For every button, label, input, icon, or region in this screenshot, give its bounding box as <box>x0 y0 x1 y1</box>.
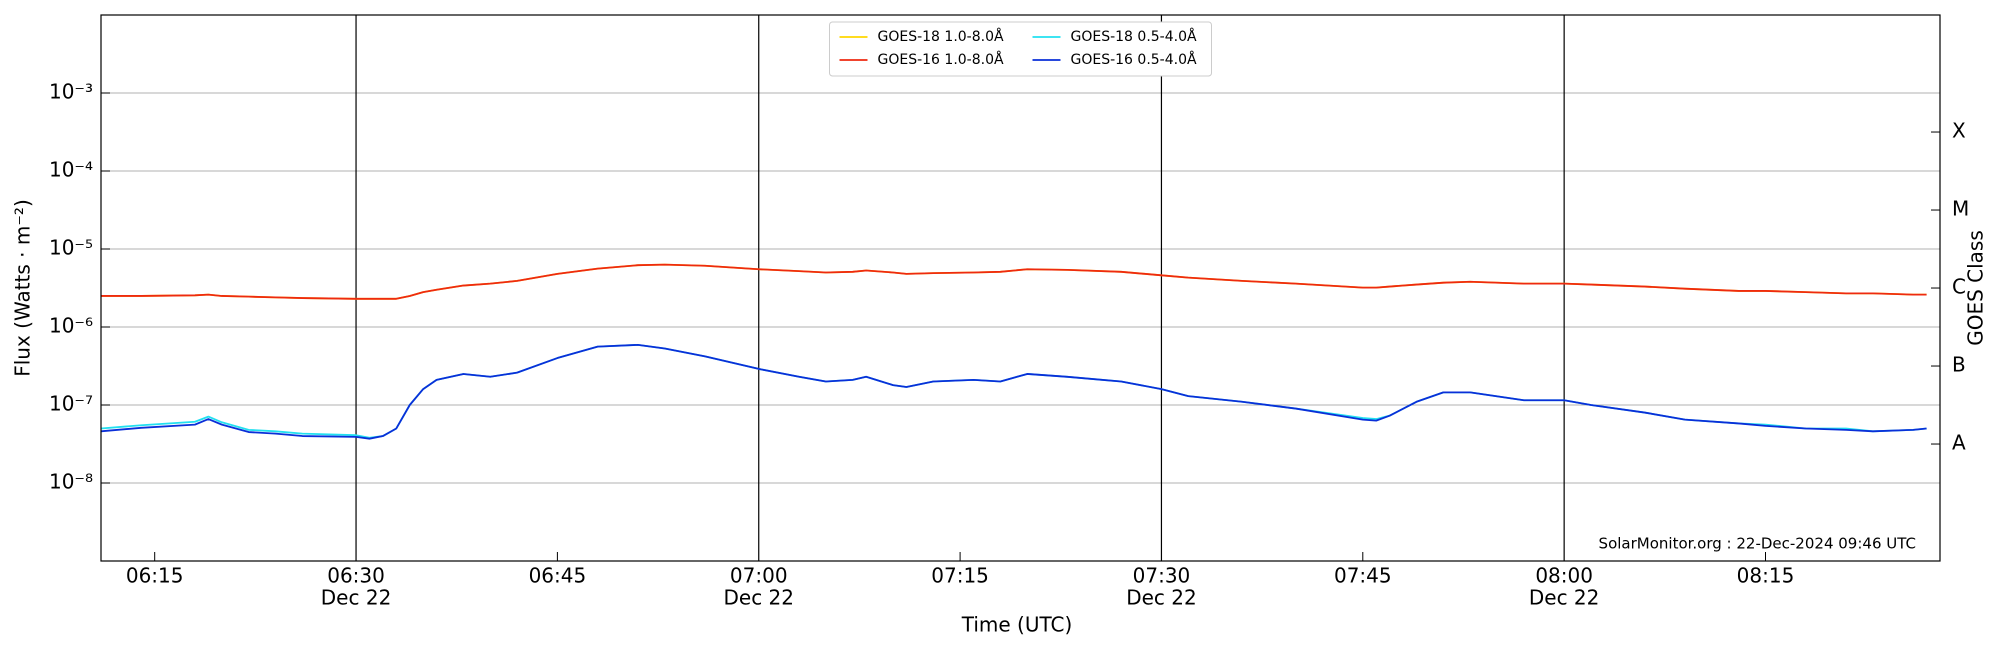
x-tick-label: 08:15 <box>1737 564 1795 588</box>
series-line <box>100 343 1927 439</box>
x-tick-label: 06:30 <box>327 564 385 588</box>
y2-tick-label: C <box>1952 275 1966 299</box>
x-tick-label: 06:15 <box>126 564 184 588</box>
x-tick-label: 08:00 <box>1535 564 1593 588</box>
x-tick-label: Dec 22 <box>1126 586 1197 610</box>
x-tick-label: 07:00 <box>730 564 788 588</box>
x-tick-label: Dec 22 <box>321 586 392 610</box>
x-tick-label: 07:30 <box>1133 564 1191 588</box>
y-tick-label: 10⁻³ <box>49 80 93 104</box>
y-tick-label: 10⁻⁶ <box>49 314 93 338</box>
y2-tick-label: X <box>1952 119 1966 143</box>
legend: GOES-18 1.0-8.0Å GOES-16 1.0-8.0Å GOES-18 … <box>829 21 1212 77</box>
y-tick-label: 10⁻⁷ <box>49 392 93 416</box>
x-tick-label: Dec 22 <box>1529 586 1600 610</box>
legend-label: GOES-18 0.5-4.0Å <box>1071 28 1197 45</box>
legend-box <box>829 21 1212 77</box>
legend-label: GOES-16 1.0-8.0Å <box>878 51 1004 68</box>
series-line <box>101 263 1927 300</box>
x-tick-label: 06:45 <box>529 564 587 588</box>
y2-axis-label: GOES Class <box>1964 230 1988 346</box>
y-tick-label: 10⁻⁸ <box>49 470 93 494</box>
x-tick-label: Dec 22 <box>723 586 794 610</box>
y-axis-label: Flux (Watts · m⁻²) <box>11 199 35 377</box>
plot-frame <box>100 14 1941 562</box>
series-line <box>100 343 1927 440</box>
annotation: SolarMonitor.org : 22-Dec-2024 09:46 UTC <box>1599 535 1916 553</box>
y-tick-label: 10⁻⁵ <box>49 236 93 260</box>
y2-tick-label: B <box>1952 353 1966 377</box>
y2-tick-label: M <box>1952 197 1969 221</box>
y2-tick-label: A <box>1952 431 1966 455</box>
x-tick-label: 07:45 <box>1334 564 1392 588</box>
x-tick-label: 07:15 <box>931 564 989 588</box>
y-tick-label: 10⁻⁴ <box>49 158 93 182</box>
legend-label: GOES-18 1.0-8.0Å <box>878 28 1004 45</box>
x-axis-label: Time (UTC) <box>961 613 1073 637</box>
legend-label: GOES-16 0.5-4.0Å <box>1071 51 1197 68</box>
